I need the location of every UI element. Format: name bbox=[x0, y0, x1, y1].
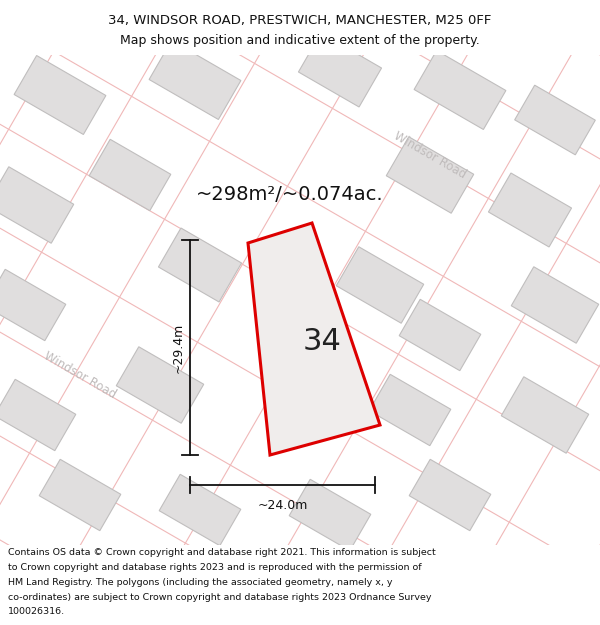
Polygon shape bbox=[248, 223, 380, 455]
Text: ~298m²/~0.074ac.: ~298m²/~0.074ac. bbox=[196, 186, 384, 204]
Polygon shape bbox=[488, 173, 572, 247]
Text: ~29.4m: ~29.4m bbox=[172, 322, 185, 372]
Polygon shape bbox=[14, 56, 106, 134]
Polygon shape bbox=[116, 347, 204, 423]
Polygon shape bbox=[0, 269, 66, 341]
Text: co-ordinates) are subject to Crown copyright and database rights 2023 Ordnance S: co-ordinates) are subject to Crown copyr… bbox=[8, 592, 431, 602]
Polygon shape bbox=[0, 379, 76, 451]
Polygon shape bbox=[298, 33, 382, 107]
Polygon shape bbox=[158, 228, 242, 302]
Polygon shape bbox=[501, 377, 589, 453]
Text: Windsor Road: Windsor Road bbox=[41, 349, 118, 401]
Polygon shape bbox=[159, 474, 241, 546]
Text: Map shows position and indicative extent of the property.: Map shows position and indicative extent… bbox=[120, 34, 480, 47]
Polygon shape bbox=[511, 267, 599, 343]
Polygon shape bbox=[0, 167, 74, 243]
Polygon shape bbox=[369, 374, 451, 446]
Polygon shape bbox=[399, 299, 481, 371]
Polygon shape bbox=[386, 137, 474, 213]
Text: to Crown copyright and database rights 2023 and is reproduced with the permissio: to Crown copyright and database rights 2… bbox=[8, 563, 421, 572]
Text: Windsor Road: Windsor Road bbox=[392, 129, 469, 181]
Polygon shape bbox=[39, 459, 121, 531]
Polygon shape bbox=[414, 51, 506, 129]
Polygon shape bbox=[515, 85, 595, 155]
Text: 100026316.: 100026316. bbox=[8, 608, 65, 616]
Text: ~24.0m: ~24.0m bbox=[257, 499, 308, 512]
Text: 34: 34 bbox=[303, 327, 342, 356]
Polygon shape bbox=[409, 459, 491, 531]
Text: 34, WINDSOR ROAD, PRESTWICH, MANCHESTER, M25 0FF: 34, WINDSOR ROAD, PRESTWICH, MANCHESTER,… bbox=[109, 14, 491, 27]
Text: HM Land Registry. The polygons (including the associated geometry, namely x, y: HM Land Registry. The polygons (includin… bbox=[8, 578, 392, 587]
Polygon shape bbox=[89, 139, 171, 211]
Text: Contains OS data © Crown copyright and database right 2021. This information is : Contains OS data © Crown copyright and d… bbox=[8, 548, 436, 558]
Polygon shape bbox=[336, 247, 424, 323]
Polygon shape bbox=[289, 479, 371, 551]
Polygon shape bbox=[149, 41, 241, 119]
